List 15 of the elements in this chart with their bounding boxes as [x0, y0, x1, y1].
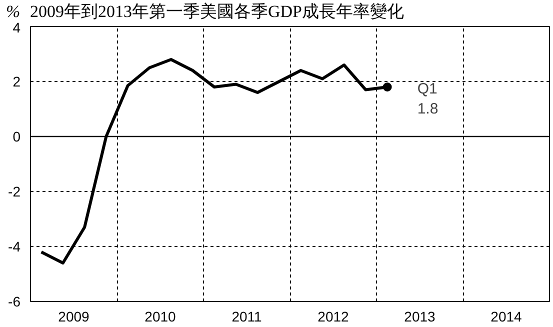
x-tick-label: 2010 [144, 308, 176, 324]
x-tick-label: 2009 [58, 308, 90, 324]
x-tick-label: 2014 [490, 308, 522, 324]
y-tick-label: -6 [8, 294, 21, 310]
x-tick-label: 2011 [232, 308, 262, 324]
x-tick-label: 2012 [318, 308, 350, 324]
chart-title: 2009年到2013年第一季美國各季GDP成長年率變化 [30, 1, 404, 23]
y-axis-title: % [6, 1, 20, 22]
x-tick-label: 2013 [404, 308, 436, 324]
annotation: Q1 1.8 [417, 80, 438, 118]
y-tick-label: 0 [12, 128, 21, 144]
y-tick-label: 4 [12, 20, 21, 36]
y-tick-label: -4 [8, 238, 21, 254]
y-tick-label: -2 [8, 184, 21, 200]
y-tick-label: 2 [12, 74, 21, 90]
